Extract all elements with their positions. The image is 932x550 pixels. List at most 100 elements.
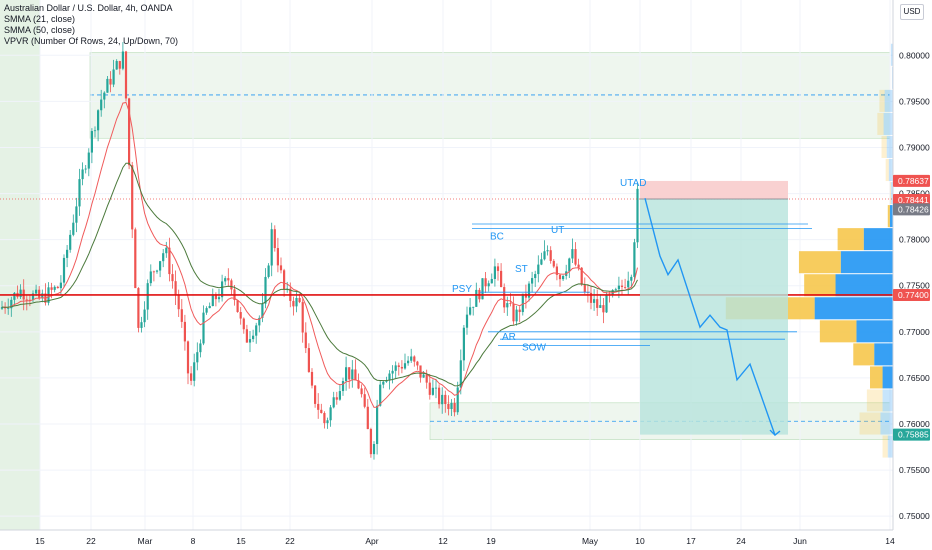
candle-body bbox=[428, 382, 431, 395]
candle-body bbox=[422, 374, 425, 378]
time-tick-label: Jun bbox=[793, 536, 807, 546]
volume-profile-up-bar bbox=[863, 228, 893, 251]
symbol-title[interactable]: Australian Dollar / U.S. Dollar, 4h, OAN… bbox=[4, 3, 173, 13]
candle-body bbox=[515, 309, 518, 322]
volume-profile-down-bar bbox=[853, 343, 875, 366]
price-tag-2 bbox=[893, 203, 930, 216]
candle-body bbox=[503, 287, 506, 308]
candle-body bbox=[78, 179, 81, 207]
candle-body bbox=[509, 303, 512, 304]
candle-body bbox=[326, 420, 329, 424]
price-tag-label: 0.75885 bbox=[898, 430, 929, 440]
candle-body bbox=[128, 98, 131, 166]
candle-body bbox=[320, 409, 323, 414]
candle-body bbox=[410, 356, 413, 361]
candle-body bbox=[472, 306, 475, 308]
price-tick-label: 0.78500 bbox=[899, 189, 930, 199]
candle-body bbox=[103, 92, 106, 100]
volume-profile-up-bar bbox=[882, 366, 893, 389]
candle-body bbox=[416, 361, 419, 366]
candle-body bbox=[531, 278, 534, 284]
candle-body bbox=[481, 278, 484, 300]
chart-legend: Australian Dollar / U.S. Dollar, 4h, OAN… bbox=[4, 3, 178, 47]
candle-body bbox=[168, 247, 171, 275]
candle-body bbox=[146, 283, 149, 310]
annotation-bc: BC bbox=[490, 232, 504, 243]
volume-profile-down-bar bbox=[889, 182, 891, 205]
candle-body bbox=[444, 394, 447, 405]
volume-profile-up-bar bbox=[880, 412, 893, 435]
candle-body bbox=[447, 404, 450, 410]
candle-body bbox=[245, 329, 248, 343]
candle-body bbox=[177, 295, 180, 310]
candle-body bbox=[270, 229, 273, 266]
volume-profile-up-bar bbox=[890, 182, 893, 205]
volume-profile-down-bar bbox=[879, 89, 885, 112]
volume-profile-up-bar bbox=[835, 274, 893, 297]
volume-profile-up-bar bbox=[891, 66, 893, 89]
candle-body bbox=[630, 276, 633, 281]
candle-body bbox=[10, 299, 13, 309]
candle-body bbox=[568, 258, 571, 272]
candle-body bbox=[484, 278, 487, 287]
candle-body bbox=[441, 394, 444, 405]
candle-body bbox=[279, 265, 283, 271]
candle-body bbox=[205, 308, 208, 313]
candle-body bbox=[577, 264, 580, 268]
candle-body bbox=[425, 374, 428, 383]
candle-body bbox=[599, 305, 602, 308]
time-tick-label: 19 bbox=[486, 536, 496, 546]
candle-body bbox=[258, 317, 261, 326]
candle-body bbox=[602, 305, 605, 313]
candle-body bbox=[298, 297, 301, 303]
price-tag-3 bbox=[893, 288, 930, 301]
candle-body bbox=[28, 299, 31, 301]
candle-body bbox=[152, 271, 155, 273]
volume-profile-up-bar bbox=[883, 112, 893, 135]
indicator-smma21-label[interactable]: SMMA (21, close) bbox=[4, 14, 76, 24]
candle-body bbox=[552, 260, 555, 267]
time-tick-label: Apr bbox=[365, 536, 378, 546]
projected-path bbox=[644, 198, 776, 436]
candle-body bbox=[180, 309, 183, 322]
candle-body bbox=[304, 332, 307, 349]
candle-body bbox=[459, 360, 462, 388]
candle-body bbox=[317, 403, 320, 410]
candle-body bbox=[385, 380, 388, 382]
candle-body bbox=[360, 388, 363, 395]
candle-body bbox=[487, 283, 490, 287]
candle-body bbox=[624, 286, 627, 288]
candle-body bbox=[186, 341, 190, 374]
price-tag-label: 0.78637 bbox=[898, 176, 929, 186]
candle-body bbox=[295, 297, 298, 307]
volume-profile-up-bar bbox=[814, 297, 893, 320]
time-tick-label: 12 bbox=[438, 536, 448, 546]
candle-body bbox=[593, 299, 596, 303]
candle-body bbox=[620, 285, 624, 287]
candle-body bbox=[596, 299, 599, 308]
candle-body bbox=[379, 384, 382, 406]
candle-body bbox=[87, 152, 90, 169]
volume-profile-down-bar bbox=[877, 112, 884, 135]
indicator-smma50-label[interactable]: SMMA (50, close) bbox=[4, 25, 76, 35]
time-tick-label: Mar bbox=[138, 536, 153, 546]
volume-profile-down-bar bbox=[885, 159, 889, 182]
candle-body bbox=[236, 300, 239, 313]
volume-profile-up-bar bbox=[884, 89, 893, 112]
currency-button[interactable]: USD bbox=[900, 4, 924, 20]
candle-body bbox=[571, 249, 574, 259]
candle-body bbox=[555, 266, 558, 275]
candle-body bbox=[403, 363, 407, 369]
smma-21-line bbox=[1, 101, 638, 408]
candle-body bbox=[382, 381, 385, 385]
candle-body bbox=[124, 51, 128, 99]
candle-body bbox=[171, 274, 174, 282]
candle-body bbox=[574, 249, 577, 265]
stop-loss-zone bbox=[640, 180, 788, 200]
candle-body bbox=[112, 69, 115, 85]
time-tick-label: 24 bbox=[736, 536, 746, 546]
indicator-vpvr-label[interactable]: VPVR (Number Of Rows, 24, Up/Down, 70) bbox=[4, 36, 179, 46]
candle-body bbox=[493, 266, 496, 279]
candle-body bbox=[202, 312, 205, 344]
